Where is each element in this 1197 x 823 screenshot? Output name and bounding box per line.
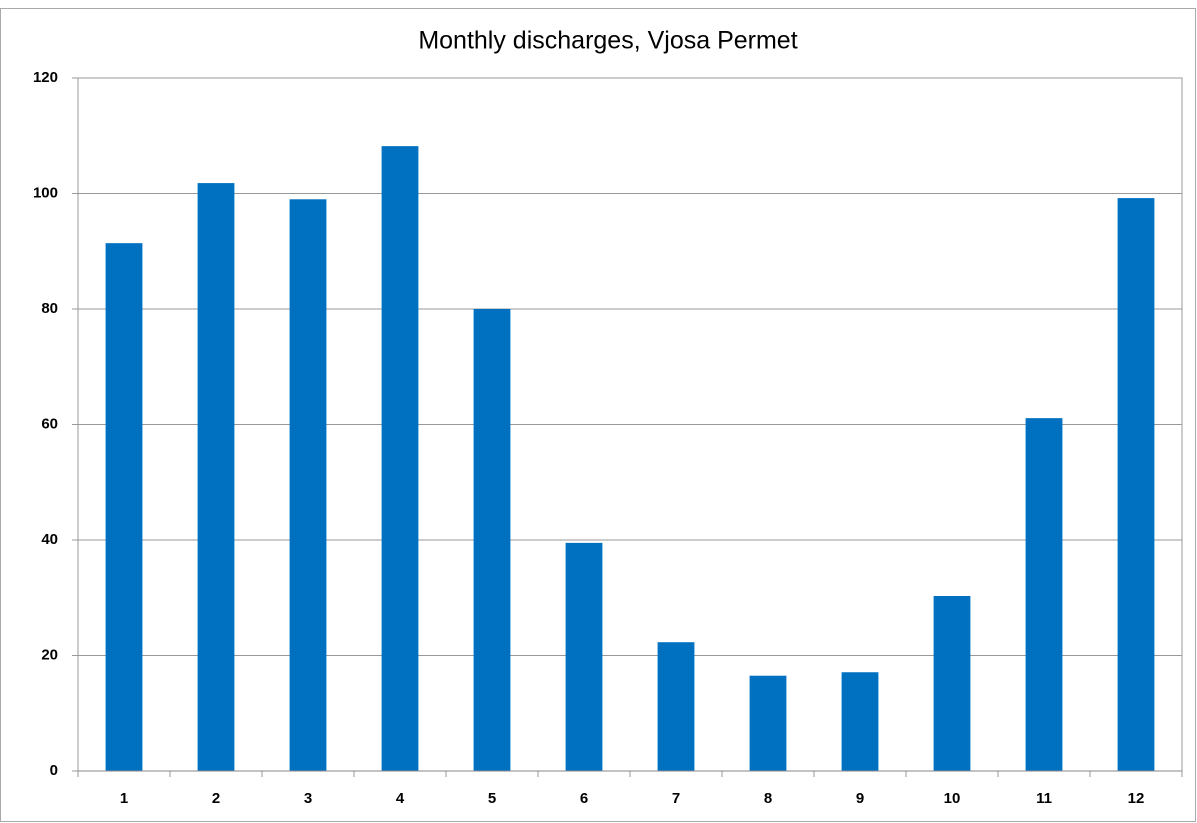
x-tick-label: 8 <box>764 790 772 807</box>
x-tick-label: 6 <box>580 790 588 807</box>
x-tick-label: 10 <box>944 790 961 807</box>
x-tick-label: 3 <box>304 790 312 807</box>
x-tick-label: 11 <box>1036 790 1052 807</box>
x-tick-label: 9 <box>856 790 864 807</box>
bar <box>197 183 235 772</box>
bar <box>473 309 511 771</box>
bar <box>657 642 695 771</box>
bar <box>1025 418 1063 771</box>
chart-title: Monthly discharges, Vjosa Permet <box>418 27 797 55</box>
x-tick-label: 2 <box>212 790 220 807</box>
bar <box>841 672 879 771</box>
bar <box>1117 198 1155 771</box>
y-tick-label: 120 <box>33 69 58 86</box>
y-tick-label: 80 <box>41 300 58 317</box>
x-tick-label: 7 <box>672 790 680 807</box>
y-tick-label: 40 <box>41 531 58 548</box>
y-tick-label: 60 <box>41 415 58 432</box>
bar <box>565 542 603 771</box>
y-tick-label: 0 <box>50 762 58 779</box>
x-tick-label: 12 <box>1128 790 1145 807</box>
bar <box>381 146 419 771</box>
y-tick-label: 20 <box>41 646 58 663</box>
x-tick-label: 4 <box>396 790 405 807</box>
y-tick-label: 100 <box>33 184 58 201</box>
bar <box>749 675 787 771</box>
x-tick-label: 1 <box>120 790 128 807</box>
bar <box>289 199 327 771</box>
bar <box>105 243 143 772</box>
x-tick-label: 5 <box>488 790 496 807</box>
bar <box>933 596 971 771</box>
